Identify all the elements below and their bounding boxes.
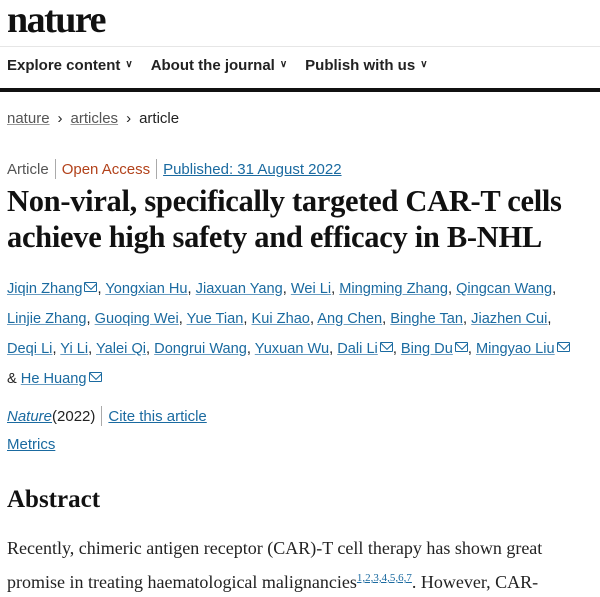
nav-label: Explore content bbox=[7, 57, 121, 74]
author-link[interactable]: Bing Du bbox=[400, 341, 453, 357]
article-title: Non-viral, specifically targeted CAR-T c… bbox=[7, 183, 597, 255]
mail-icon[interactable] bbox=[454, 342, 468, 352]
nav-about-journal[interactable]: About the journal ∨ bbox=[151, 57, 287, 74]
citation: Nature (2022) Cite this article bbox=[7, 406, 207, 426]
mail-icon[interactable] bbox=[84, 282, 98, 292]
author-link[interactable]: Dali Li bbox=[337, 341, 378, 357]
author-link[interactable]: Wei Li bbox=[290, 281, 332, 297]
author-link[interactable]: Kui Zhao bbox=[251, 311, 310, 327]
breadcrumb-articles[interactable]: articles bbox=[70, 110, 119, 127]
author-link[interactable]: Binghe Tan bbox=[390, 311, 464, 327]
author-link[interactable]: Guoqing Wei bbox=[94, 311, 179, 327]
nature-logo[interactable]: nature bbox=[7, 0, 106, 41]
chevron-down-icon: ∨ bbox=[420, 59, 428, 70]
author-link[interactable]: Yalei Qi bbox=[96, 341, 147, 357]
nav-divider bbox=[0, 88, 600, 92]
breadcrumb-nature[interactable]: nature bbox=[7, 110, 50, 127]
abstract-line: Recently, chimeric antigen receptor (CAR… bbox=[7, 538, 543, 558]
nav-label: About the journal bbox=[150, 57, 275, 74]
author-link[interactable]: Linjie Zhang bbox=[7, 311, 87, 327]
author-link[interactable]: Mingyao Liu bbox=[475, 341, 555, 357]
author-link[interactable]: Yue Tian bbox=[186, 311, 244, 327]
author-link[interactable]: Ang Chen bbox=[317, 311, 383, 327]
main-nav: Explore content ∨ About the journal ∨ Publ… bbox=[7, 57, 428, 74]
nav-publish-with-us[interactable]: Publish with us ∨ bbox=[305, 57, 427, 74]
breadcrumb-current: article bbox=[139, 110, 180, 127]
year: (2022) bbox=[52, 407, 96, 425]
author-link[interactable]: Yongxian Hu bbox=[105, 281, 188, 297]
nav-label: Publish with us bbox=[305, 57, 416, 74]
breadcrumb-separator: › bbox=[57, 110, 63, 127]
chevron-down-icon: ∨ bbox=[125, 59, 133, 70]
published-date-link[interactable]: Published: 31 August 2022 bbox=[163, 160, 342, 178]
title-line: Non-viral, specifically targeted CAR-T c… bbox=[7, 184, 562, 218]
mail-icon[interactable] bbox=[88, 372, 102, 382]
divider bbox=[0, 46, 600, 47]
author-link[interactable]: Qingcan Wang bbox=[456, 281, 553, 297]
metrics-link[interactable]: Metrics bbox=[7, 436, 56, 453]
author-link[interactable]: Deqi Li bbox=[7, 341, 53, 357]
author-link[interactable]: Jiaxuan Yang bbox=[195, 281, 283, 297]
author-link[interactable]: Dongrui Wang bbox=[154, 341, 247, 357]
chevron-down-icon: ∨ bbox=[279, 59, 288, 70]
separator bbox=[101, 406, 103, 426]
breadcrumb: nature › articles › article bbox=[7, 110, 179, 127]
separator bbox=[54, 159, 56, 179]
abstract-text: Recently, chimeric antigen receptor (CAR… bbox=[7, 533, 600, 597]
author-link[interactable]: He Huang bbox=[20, 371, 87, 387]
separator bbox=[156, 159, 158, 179]
abstract-heading: Abstract bbox=[7, 486, 101, 513]
open-access-badge: Open Access bbox=[61, 160, 151, 178]
author-link[interactable]: Jiqin Zhang bbox=[7, 281, 83, 297]
title-line: achieve high safety and efficacy in B-NH… bbox=[7, 220, 542, 254]
article-type: Article bbox=[7, 160, 49, 178]
breadcrumb-separator: › bbox=[126, 110, 132, 127]
reference-links[interactable]: 1,2,3,4,5,6,7 bbox=[356, 572, 412, 584]
author-list: Jiqin Zhang, Yongxian Hu, Jiaxuan Yang, … bbox=[7, 274, 600, 394]
author-link[interactable]: Yi Li bbox=[60, 341, 89, 357]
author-link[interactable]: Jiazhen Cui bbox=[471, 311, 548, 327]
abstract-text-span: . However, CAR- bbox=[411, 572, 539, 592]
abstract-text-span: promise in treating haematological malig… bbox=[7, 572, 357, 592]
mail-icon[interactable] bbox=[556, 342, 570, 352]
journal-link[interactable]: Nature bbox=[7, 407, 53, 425]
author-link[interactable]: Mingming Zhang bbox=[339, 281, 448, 297]
author-link[interactable]: Yuxuan Wu bbox=[254, 341, 330, 357]
authors-conjunction: & bbox=[7, 371, 17, 387]
cite-this-article-link[interactable]: Cite this article bbox=[108, 407, 207, 425]
abstract-line: promise in treating haematological malig… bbox=[7, 563, 600, 597]
nav-explore-content[interactable]: Explore content ∨ bbox=[7, 57, 133, 74]
mail-icon[interactable] bbox=[379, 342, 393, 352]
article-meta: Article Open Access Published: 31 August… bbox=[7, 159, 342, 179]
